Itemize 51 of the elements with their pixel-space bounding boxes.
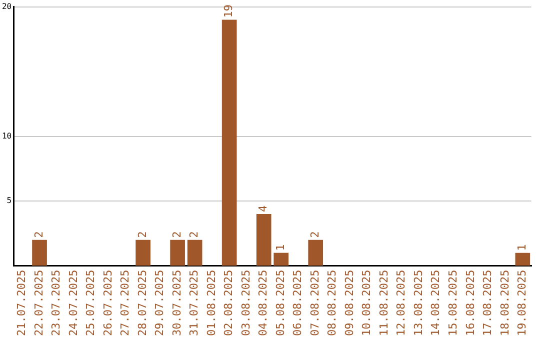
x-tick-label: 10.08.2025: [360, 270, 374, 336]
x-tick-label: 25.07.2025: [84, 270, 98, 336]
bar: [515, 252, 530, 266]
x-tick-label: 02.08.2025: [222, 270, 236, 336]
x-tick-label: 19.08.2025: [516, 270, 529, 336]
data-label: 19: [222, 4, 236, 18]
x-tick-label: 29.07.2025: [153, 270, 166, 336]
x-tick-label: 06.08.2025: [291, 270, 304, 336]
y-tick-label: 10: [2, 131, 12, 140]
x-tick-label: 13.08.2025: [412, 270, 425, 336]
x-tick-label: 24.07.2025: [66, 270, 80, 336]
bar: [222, 20, 237, 266]
bar: [187, 240, 202, 266]
x-tick-label: 17.08.2025: [481, 270, 494, 336]
data-label: 2: [170, 231, 184, 238]
x-tick-label: 26.07.2025: [101, 270, 114, 336]
x-tick-label: 31.07.2025: [188, 270, 201, 336]
bar: [136, 240, 150, 266]
bar: [274, 252, 289, 266]
x-tick-label: 22.07.2025: [32, 270, 46, 336]
x-tick-label: 15.08.2025: [446, 270, 460, 336]
x-tick-label: 16.08.2025: [464, 270, 477, 336]
y-tick-label: 5: [6, 196, 12, 206]
x-tick-label: 05.08.2025: [274, 270, 287, 336]
x-tick-label: 04.08.2025: [256, 270, 270, 336]
x-tick-label: 14.08.2025: [429, 270, 442, 336]
x-tick-label: 07.08.2025: [308, 270, 322, 336]
x-tick-label: 18.08.2025: [498, 270, 512, 336]
x-tick-label: 27.07.2025: [118, 270, 132, 336]
bar: [308, 240, 324, 266]
x-tick-label: 28.07.2025: [136, 270, 149, 336]
bar: [170, 240, 185, 266]
y-tick-label: 20: [2, 2, 12, 11]
data-label: 1: [274, 244, 287, 251]
data-label: 2: [308, 231, 322, 238]
data-label: 2: [188, 231, 201, 238]
bar: [32, 240, 47, 266]
x-tick-label: 21.07.2025: [15, 270, 28, 336]
x-tick-label: 30.07.2025: [170, 270, 184, 336]
x-tick-label: 01.08.2025: [204, 270, 218, 336]
x-tick-label: 08.08.2025: [326, 270, 339, 336]
x-tick-label: 09.08.2025: [342, 270, 356, 336]
data-label: 1: [516, 244, 529, 251]
x-tick-label: 11.08.2025: [377, 270, 390, 336]
data-label: 2: [32, 231, 46, 238]
bar: [256, 214, 272, 266]
x-tick-label: 03.08.2025: [239, 270, 252, 336]
data-label: 4: [256, 204, 270, 212]
x-tick-label: 23.07.2025: [50, 270, 63, 336]
x-tick-label: 12.08.2025: [394, 270, 408, 336]
data-label: 2: [136, 231, 149, 238]
